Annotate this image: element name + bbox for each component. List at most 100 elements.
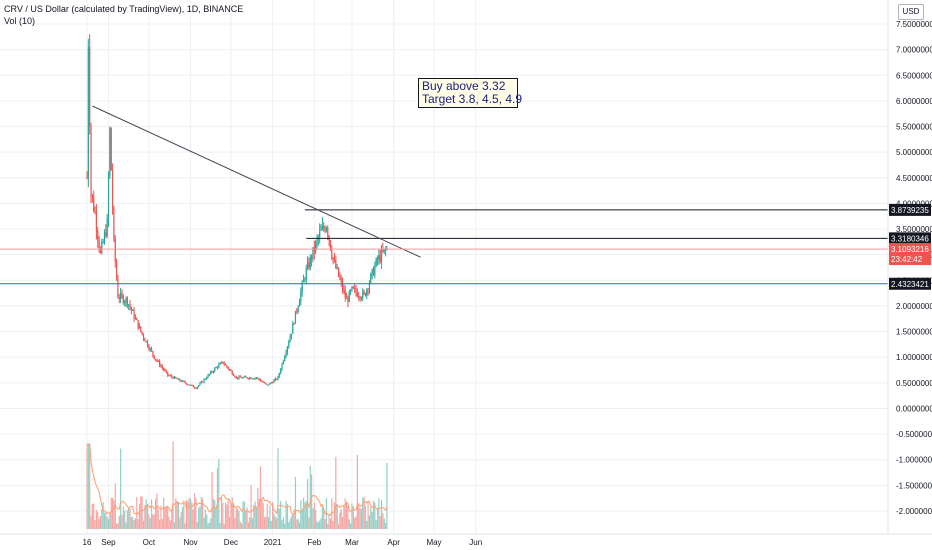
price-tick-label: 0.5000000 <box>896 379 932 388</box>
candle-body <box>148 346 150 350</box>
volume-bar <box>121 515 123 529</box>
candle-body <box>211 371 213 373</box>
volume-bar <box>230 503 232 529</box>
candle-body <box>362 291 364 299</box>
candle-body <box>286 346 289 353</box>
candle-body <box>294 310 297 324</box>
candle-body <box>374 266 376 276</box>
volume-bar <box>105 512 107 529</box>
candle-body <box>339 276 341 279</box>
candle-body <box>153 355 155 359</box>
volume-indicator-label[interactable]: Vol (10) <box>4 16 36 26</box>
volume-bar <box>195 498 197 529</box>
candle-body <box>312 247 314 260</box>
volume-bar <box>313 502 315 529</box>
candle-body <box>138 326 141 329</box>
horizontal-levels[interactable] <box>0 209 888 285</box>
candle-body <box>345 297 348 300</box>
currency-label[interactable]: USD <box>898 4 924 20</box>
candle-body <box>173 376 176 379</box>
level-label-resistance-mid-bg <box>889 232 931 245</box>
candle-body <box>245 376 247 378</box>
volume-bar <box>222 502 224 529</box>
time-axis[interactable]: 16 Sep Oct Nov Dec 2021 Feb Mar Apr May Jun <box>83 538 483 547</box>
candle-body <box>210 371 212 375</box>
candle-body <box>156 359 158 362</box>
volume-bar <box>156 493 158 529</box>
volume-bar <box>179 517 181 529</box>
volume-bar <box>235 507 237 529</box>
volume-bar <box>328 513 330 529</box>
volume-bar <box>223 523 225 529</box>
candle-body <box>300 291 302 302</box>
candle-body <box>224 364 227 366</box>
candle-body <box>266 383 268 385</box>
volume-bar <box>184 523 186 529</box>
candle-body <box>343 289 345 291</box>
volume-bar <box>132 516 134 529</box>
volume-bar <box>242 501 244 529</box>
volume-bar <box>94 520 96 529</box>
price-axis[interactable]: 7.5000000 7.0000000 6.5000000 6.0000000 5.50… <box>896 20 932 516</box>
candle-body <box>171 375 173 378</box>
volume-bar <box>164 506 166 529</box>
volume-bar <box>233 503 235 529</box>
price-tick-label: -0.5000000 <box>896 430 932 439</box>
candle-body <box>372 269 375 276</box>
candle-body <box>200 381 202 384</box>
symbol-title[interactable]: CRV / US Dollar (calculated by TradingVi… <box>4 4 244 14</box>
volume-bar <box>98 518 100 529</box>
candle-body <box>216 367 219 369</box>
last-price-label-bg <box>889 243 931 266</box>
volume-bar <box>111 497 114 529</box>
volume-bar <box>237 508 239 529</box>
volume-bar <box>189 499 192 529</box>
volume-bar <box>253 504 255 529</box>
volume-bar <box>107 519 110 529</box>
candle-body <box>101 242 103 253</box>
candle-body <box>316 238 318 242</box>
volume-bar <box>360 508 362 529</box>
volume-bar <box>87 444 89 529</box>
volume-bar <box>340 508 342 529</box>
time-tick-label: Feb <box>307 538 321 547</box>
trade-note[interactable]: Buy above 3.32 Target 3.8, 4.5, 4.9 <box>418 78 522 108</box>
trendline[interactable] <box>92 105 421 258</box>
volume-bar <box>305 500 307 529</box>
candle-body <box>239 376 241 378</box>
volume-bar <box>270 520 272 529</box>
candle-body <box>265 382 267 384</box>
volume-bar <box>276 518 278 529</box>
candle-body <box>207 374 209 378</box>
volume-bar <box>171 510 173 529</box>
volume-bars <box>86 441 388 529</box>
candle-body <box>99 248 102 253</box>
volume-bar <box>130 517 132 529</box>
volume-bar <box>324 518 326 529</box>
volume-bar <box>180 512 182 529</box>
candle-body <box>87 46 89 178</box>
candle-body <box>125 298 127 302</box>
candle-body <box>198 385 200 387</box>
volume-bar <box>149 517 151 529</box>
candle-body <box>208 374 210 376</box>
candle-body <box>302 279 305 283</box>
candle-body <box>289 336 291 343</box>
candle-body <box>274 378 276 381</box>
volume-bar <box>317 522 319 529</box>
volume-bar <box>172 441 174 529</box>
volume-bar <box>301 509 303 529</box>
candle-body <box>262 381 264 383</box>
candle-body <box>257 377 259 379</box>
price-tick-label: -2.0000000 <box>896 507 932 516</box>
volume-bar <box>337 523 340 529</box>
candle-body <box>115 261 118 280</box>
candle-body <box>251 378 254 380</box>
volume-bar <box>257 487 259 529</box>
candle-body <box>267 384 270 386</box>
volume-bar <box>183 502 185 529</box>
note-line-1: Buy above 3.32 <box>422 79 506 93</box>
candle-body <box>270 382 272 384</box>
candle-body <box>227 367 229 370</box>
